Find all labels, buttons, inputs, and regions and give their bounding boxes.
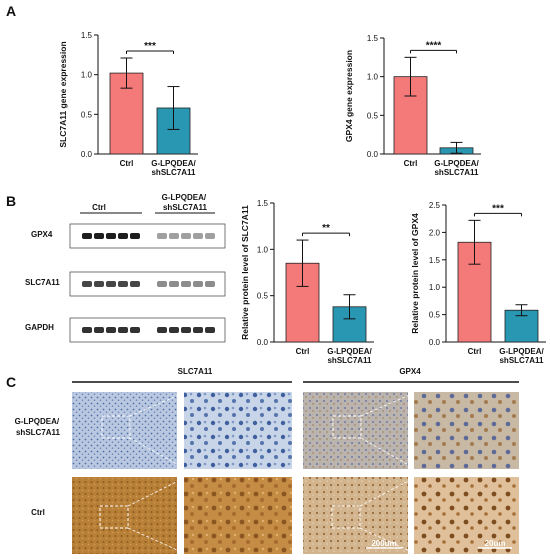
western-blot: Ctrl G-LPQDEA/ shSLC7A11 GPX4 SLC7A11 GA… [25,193,226,343]
blot-band [205,327,215,333]
y-tick-label: 1.5 [367,34,379,43]
blot-band [94,281,104,287]
category-label: G-LPQDEA/shSLC7A11 [327,347,372,365]
blot-band [169,281,179,287]
blot-band [106,281,116,287]
histology-slc7a11-treated-low [72,392,177,469]
panel-label-c: C [6,374,16,390]
blot-band [193,233,203,239]
category-label: Ctrl [404,159,418,168]
blot-band [82,281,92,287]
y-axis-label: GPX4 gene expression [344,50,354,142]
category-label: G-LPQDEA/shSLC7A11 [434,159,479,177]
significance-label: *** [492,203,504,214]
blot-row-label-slc7a11: SLC7A11 [25,278,60,287]
y-tick-label: 0.5 [429,311,441,320]
blot-band [130,233,140,239]
blot-group-label-treated: G-LPQDEA/ shSLC7A11 [162,193,209,212]
blot-band [157,233,167,239]
blot-band [130,327,140,333]
chart-gpx4-gene-expression: 0.0 0.5 1.0 1.5 GPX4 gene expression Ctrl G-LP… [344,34,481,177]
histology-gpx4-ctrl-low [303,477,408,554]
y-tick-label: 0.0 [429,338,441,347]
histology-gpx4-treated-high [414,392,519,469]
scale-bar-20um: 20um [485,539,506,548]
y-tick-label: 1.5 [81,31,93,40]
y-tick-label: 0.0 [81,150,93,159]
category-label: Ctrl [120,159,134,168]
y-tick-label: 1.0 [257,245,269,254]
blot-band [169,233,179,239]
category-label: G-LPQDEA/shSLC7A11 [499,347,544,365]
category-label: Ctrl [468,347,482,356]
panel-label-a: A [6,3,16,19]
blot-row-label-gpx4: GPX4 [31,230,53,239]
histology-column-gpx4: GPX4 [399,367,421,376]
blot-band [169,327,179,333]
blot-band [205,281,215,287]
blot-band [118,233,128,239]
y-tick-label: 0.5 [257,292,269,301]
y-tick-label: 1.5 [257,199,269,208]
panel-label-b: B [6,193,16,209]
blot-band [94,327,104,333]
category-label: Ctrl [296,347,310,356]
y-tick-label: 1.0 [429,283,441,292]
blot-band [181,281,191,287]
blot-band [205,233,215,239]
histology-row-label-treated: G-LPQDEA/ shSLC7A11 [15,417,62,437]
significance-label: **** [426,40,442,51]
blot-band [106,327,116,333]
blot-band [118,281,128,287]
y-tick-label: 1.5 [429,256,441,265]
blot-band [82,327,92,333]
histology-column-slc7a11: SLC7A11 [178,367,213,376]
blot-band [181,327,191,333]
histology-gpx4-treated-low [303,392,408,469]
chart-gpx4-protein-level: 0.0 0.5 1.0 1.5 2.0 2.5 Relative protein level… [410,201,546,365]
blot-band [118,327,128,333]
blot-band [94,233,104,239]
histology-panel: SLC7A11 GPX4 G-LPQDEA/ shSLC7A11 Ctrl [15,367,519,554]
y-tick-label: 1.0 [81,71,93,80]
blot-band [193,327,203,333]
histology-gpx4-ctrl-high [414,477,519,554]
y-axis-label: Relative protein level of GPX4 [410,213,420,334]
blot-bands [69,223,226,343]
y-tick-label: 0.5 [367,111,379,120]
histology-slc7a11-treated-high [184,392,292,469]
significance-label: ** [322,223,330,234]
y-tick-label: 2.5 [429,201,441,210]
blot-group-label-ctrl: Ctrl [92,203,106,212]
scale-bar-200um: 200um [371,539,396,548]
blot-band [157,281,167,287]
histology-row-label-ctrl: Ctrl [31,508,45,517]
blot-band [193,281,203,287]
blot-band [157,327,167,333]
y-tick-label: 0.0 [257,338,269,347]
y-tick-label: 0.0 [367,150,379,159]
significance-label: *** [144,41,156,52]
y-tick-label: 0.5 [81,110,93,119]
histology-slc7a11-ctrl-high [184,477,292,554]
y-axis-label: Relative protein level of SLC7A11 [240,205,250,340]
y-tick-label: 2.0 [429,228,441,237]
y-axis-label: SLC7A11 gene expression [58,41,68,147]
blot-band [181,233,191,239]
category-label: G-LPQDEA/shSLC7A11 [151,159,196,177]
blot-band [130,281,140,287]
blot-band [82,233,92,239]
chart-slc7a11-protein-level: 0.0 0.5 1.0 1.5 Relative protein level of SL… [240,199,374,365]
chart-slc7a11-gene-expression: 0.0 0.5 1.0 1.5 SLC7A11 gene expression Ctrl G… [58,31,198,177]
blot-band [106,233,116,239]
y-tick-label: 1.0 [367,73,379,82]
blot-row-label-gapdh: GAPDH [25,323,54,332]
